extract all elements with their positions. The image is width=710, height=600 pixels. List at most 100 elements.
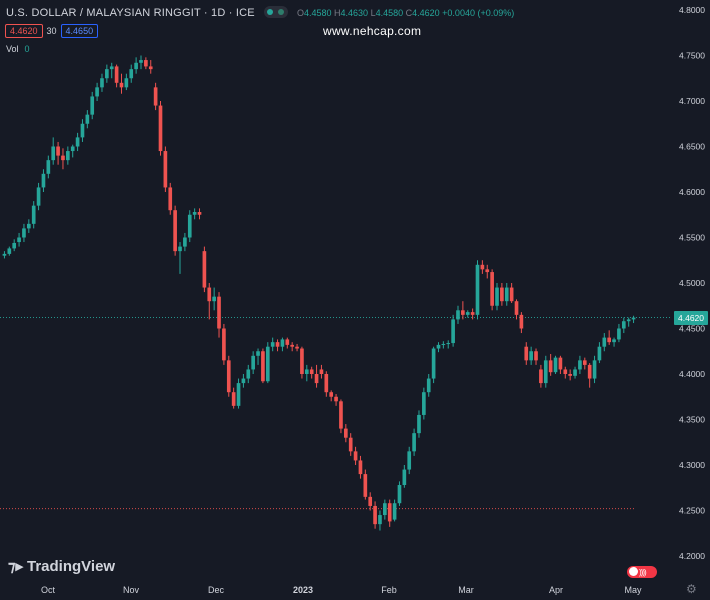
candle-body bbox=[139, 60, 143, 63]
candle bbox=[270, 337, 275, 352]
x-tick-label: 2023 bbox=[293, 585, 313, 595]
candle-body bbox=[475, 264, 480, 315]
volume-label: Vol bbox=[6, 44, 19, 54]
candle-body bbox=[363, 474, 368, 497]
candle bbox=[95, 82, 99, 101]
candle-body bbox=[495, 287, 499, 306]
candle-body bbox=[85, 114, 90, 124]
candle bbox=[129, 64, 134, 83]
sell-button[interactable]: 4.4620 bbox=[5, 24, 43, 38]
candle-body bbox=[446, 343, 451, 345]
candle bbox=[597, 342, 602, 364]
candle bbox=[290, 342, 295, 352]
candle bbox=[26, 219, 31, 233]
candle bbox=[363, 469, 368, 500]
candle bbox=[197, 208, 202, 220]
candle bbox=[90, 91, 95, 120]
symbol-title[interactable]: U.S. DOLLAR / MALAYSIAN RINGGIT · 1D · I… bbox=[6, 7, 255, 19]
y-tick-label: 4.8000 bbox=[679, 5, 705, 15]
y-tick-label: 4.3000 bbox=[679, 460, 705, 470]
y-tick-label: 4.2500 bbox=[679, 506, 705, 516]
time-axis[interactable]: Oct Nov Dec 2023 Feb Mar Apr May bbox=[41, 585, 642, 595]
candle bbox=[480, 260, 485, 274]
candle bbox=[582, 357, 587, 370]
tradingview-logo[interactable]: ⁊▸ TradingView bbox=[8, 557, 115, 575]
candle-body bbox=[202, 251, 207, 288]
candle bbox=[500, 283, 504, 306]
volume-legend[interactable]: Vol 0 bbox=[6, 44, 30, 54]
candle bbox=[436, 342, 441, 353]
candle bbox=[475, 260, 480, 320]
candle bbox=[75, 132, 80, 152]
us-flag-icon[interactable]: )))) bbox=[627, 566, 657, 578]
candle-body bbox=[480, 264, 485, 270]
candle-body bbox=[461, 310, 465, 315]
candle-body bbox=[80, 123, 85, 138]
candle-body bbox=[256, 351, 260, 356]
candle-body bbox=[192, 212, 197, 215]
candle-body bbox=[295, 346, 299, 349]
candle bbox=[324, 371, 329, 397]
candle bbox=[139, 55, 143, 70]
candle bbox=[300, 346, 304, 379]
candle-body bbox=[246, 369, 251, 379]
y-tick-label: 4.4000 bbox=[679, 369, 705, 379]
candle-body bbox=[631, 317, 636, 320]
candle-body bbox=[597, 346, 602, 361]
candle bbox=[173, 205, 177, 256]
candle bbox=[183, 232, 187, 252]
candle-body bbox=[183, 237, 187, 247]
candle-body bbox=[431, 348, 436, 379]
candle-body bbox=[378, 515, 382, 525]
candle bbox=[51, 137, 56, 165]
candle-body bbox=[158, 105, 163, 152]
candle-body bbox=[324, 374, 329, 393]
chart-header: U.S. DOLLAR / MALAYSIAN RINGGIT · 1D · I… bbox=[6, 6, 514, 19]
candle bbox=[309, 366, 314, 379]
candle bbox=[392, 499, 397, 522]
candle bbox=[578, 355, 582, 374]
candle-body bbox=[207, 287, 212, 302]
candle bbox=[2, 251, 7, 259]
candle-body bbox=[465, 312, 470, 315]
x-tick-label: May bbox=[624, 585, 642, 595]
candle bbox=[148, 60, 153, 74]
candle bbox=[212, 287, 216, 311]
candle-body bbox=[514, 301, 519, 315]
candle bbox=[397, 481, 402, 506]
candle bbox=[426, 374, 431, 397]
candle-body bbox=[124, 78, 129, 88]
buy-button[interactable]: 4.4650 bbox=[60, 24, 99, 38]
candle bbox=[495, 283, 499, 311]
market-status-toggle[interactable] bbox=[263, 6, 288, 18]
x-tick-label: Apr bbox=[549, 585, 563, 595]
candles bbox=[2, 55, 636, 531]
candle-body bbox=[197, 212, 202, 215]
candle bbox=[295, 343, 299, 352]
candle bbox=[465, 310, 470, 318]
candle-body bbox=[500, 287, 504, 302]
candle-body bbox=[251, 355, 255, 370]
candle bbox=[105, 64, 109, 83]
candle bbox=[207, 283, 212, 320]
price-axis[interactable]: 4.2000 4.2500 4.3000 4.3500 4.4000 4.4500 4.50… bbox=[679, 5, 705, 561]
candle-body bbox=[387, 503, 392, 522]
candle-body bbox=[426, 378, 431, 393]
candle bbox=[524, 342, 529, 365]
candle bbox=[31, 201, 36, 229]
candle bbox=[383, 499, 387, 520]
candle-body bbox=[397, 485, 402, 504]
candle-body bbox=[319, 369, 324, 374]
gear-icon[interactable]: ⚙ bbox=[686, 582, 697, 596]
candle-body bbox=[553, 357, 558, 373]
y-tick-label: 4.6500 bbox=[679, 142, 705, 152]
y-tick-label: 4.6000 bbox=[679, 187, 705, 197]
y-tick-label: 4.2000 bbox=[679, 551, 705, 561]
candle-body bbox=[241, 378, 246, 384]
candle-body bbox=[334, 396, 338, 402]
candle bbox=[412, 428, 416, 456]
y-tick-label: 4.7000 bbox=[679, 96, 705, 106]
candle bbox=[124, 73, 129, 91]
candle-body bbox=[41, 173, 46, 188]
